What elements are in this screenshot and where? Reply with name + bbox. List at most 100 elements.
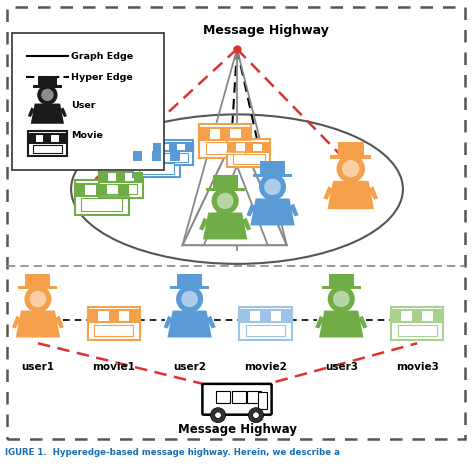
- Text: Movie: Movie: [71, 131, 103, 140]
- Polygon shape: [99, 172, 108, 182]
- FancyBboxPatch shape: [12, 33, 164, 170]
- Text: user1: user1: [21, 361, 55, 372]
- Polygon shape: [31, 104, 64, 124]
- FancyBboxPatch shape: [329, 274, 354, 286]
- Polygon shape: [290, 204, 299, 217]
- Polygon shape: [88, 311, 98, 322]
- FancyBboxPatch shape: [99, 172, 143, 182]
- Text: user2: user2: [173, 361, 206, 372]
- FancyBboxPatch shape: [199, 125, 251, 158]
- FancyBboxPatch shape: [33, 85, 62, 88]
- Polygon shape: [154, 142, 161, 151]
- Polygon shape: [133, 151, 142, 161]
- FancyBboxPatch shape: [94, 325, 133, 336]
- Polygon shape: [239, 311, 250, 322]
- Polygon shape: [12, 316, 21, 329]
- Polygon shape: [96, 184, 108, 196]
- Polygon shape: [250, 198, 295, 226]
- Circle shape: [333, 291, 350, 307]
- Polygon shape: [109, 311, 119, 322]
- FancyBboxPatch shape: [247, 391, 261, 403]
- Polygon shape: [55, 316, 64, 329]
- Text: Message Highway: Message Highway: [202, 24, 328, 37]
- Circle shape: [41, 89, 54, 101]
- Polygon shape: [164, 316, 173, 329]
- Polygon shape: [220, 128, 230, 140]
- FancyBboxPatch shape: [337, 142, 364, 156]
- Circle shape: [211, 188, 239, 214]
- Polygon shape: [16, 311, 60, 338]
- Polygon shape: [185, 142, 192, 151]
- FancyBboxPatch shape: [202, 384, 272, 415]
- FancyBboxPatch shape: [239, 311, 292, 322]
- FancyBboxPatch shape: [154, 142, 192, 151]
- Polygon shape: [204, 166, 268, 245]
- Text: movie2: movie2: [244, 361, 287, 372]
- Polygon shape: [228, 142, 236, 152]
- FancyBboxPatch shape: [239, 306, 292, 340]
- Polygon shape: [44, 134, 51, 143]
- Polygon shape: [167, 311, 212, 338]
- Polygon shape: [281, 311, 292, 322]
- Polygon shape: [28, 107, 35, 117]
- FancyBboxPatch shape: [206, 188, 245, 191]
- FancyBboxPatch shape: [330, 156, 371, 159]
- Text: User: User: [71, 100, 96, 110]
- Polygon shape: [323, 186, 333, 200]
- FancyBboxPatch shape: [74, 184, 129, 196]
- Text: user3: user3: [325, 361, 358, 372]
- Polygon shape: [245, 142, 253, 152]
- FancyBboxPatch shape: [26, 274, 50, 286]
- Polygon shape: [117, 172, 125, 182]
- FancyBboxPatch shape: [170, 286, 209, 290]
- FancyBboxPatch shape: [18, 286, 57, 290]
- FancyBboxPatch shape: [139, 163, 174, 174]
- FancyBboxPatch shape: [133, 151, 180, 161]
- FancyBboxPatch shape: [28, 131, 67, 156]
- Circle shape: [181, 291, 198, 307]
- Polygon shape: [369, 186, 378, 200]
- Polygon shape: [433, 311, 443, 322]
- Circle shape: [264, 179, 281, 195]
- FancyBboxPatch shape: [322, 286, 361, 290]
- Text: movie1: movie1: [92, 361, 135, 372]
- Polygon shape: [199, 218, 208, 231]
- FancyBboxPatch shape: [391, 311, 443, 322]
- FancyBboxPatch shape: [199, 128, 251, 140]
- Polygon shape: [391, 311, 401, 322]
- FancyBboxPatch shape: [233, 154, 265, 163]
- Polygon shape: [358, 316, 367, 329]
- Circle shape: [176, 286, 203, 312]
- Polygon shape: [315, 316, 324, 329]
- FancyBboxPatch shape: [74, 180, 129, 215]
- FancyBboxPatch shape: [158, 153, 188, 162]
- Circle shape: [253, 412, 259, 418]
- FancyBboxPatch shape: [216, 391, 230, 403]
- FancyBboxPatch shape: [213, 176, 237, 188]
- Circle shape: [37, 85, 57, 105]
- Polygon shape: [328, 181, 374, 209]
- Polygon shape: [118, 184, 129, 196]
- Polygon shape: [260, 311, 271, 322]
- FancyBboxPatch shape: [228, 139, 270, 167]
- Polygon shape: [60, 107, 67, 117]
- Circle shape: [24, 286, 52, 312]
- Text: Message Highway: Message Highway: [177, 423, 297, 436]
- FancyBboxPatch shape: [88, 306, 140, 340]
- Circle shape: [215, 412, 221, 418]
- Polygon shape: [74, 184, 85, 196]
- FancyBboxPatch shape: [38, 76, 57, 85]
- Text: IGURE 1.  Hyperedge-based message highway. Herein, we describe a: IGURE 1. Hyperedge-based message highway…: [5, 447, 339, 457]
- Polygon shape: [207, 316, 216, 329]
- FancyBboxPatch shape: [88, 311, 140, 322]
- Circle shape: [210, 408, 226, 423]
- FancyBboxPatch shape: [133, 147, 180, 177]
- Polygon shape: [28, 134, 36, 143]
- Circle shape: [248, 408, 264, 423]
- FancyBboxPatch shape: [99, 169, 143, 198]
- FancyBboxPatch shape: [177, 274, 202, 286]
- FancyBboxPatch shape: [228, 142, 270, 152]
- Polygon shape: [203, 212, 247, 240]
- Polygon shape: [319, 311, 364, 338]
- FancyBboxPatch shape: [253, 174, 292, 177]
